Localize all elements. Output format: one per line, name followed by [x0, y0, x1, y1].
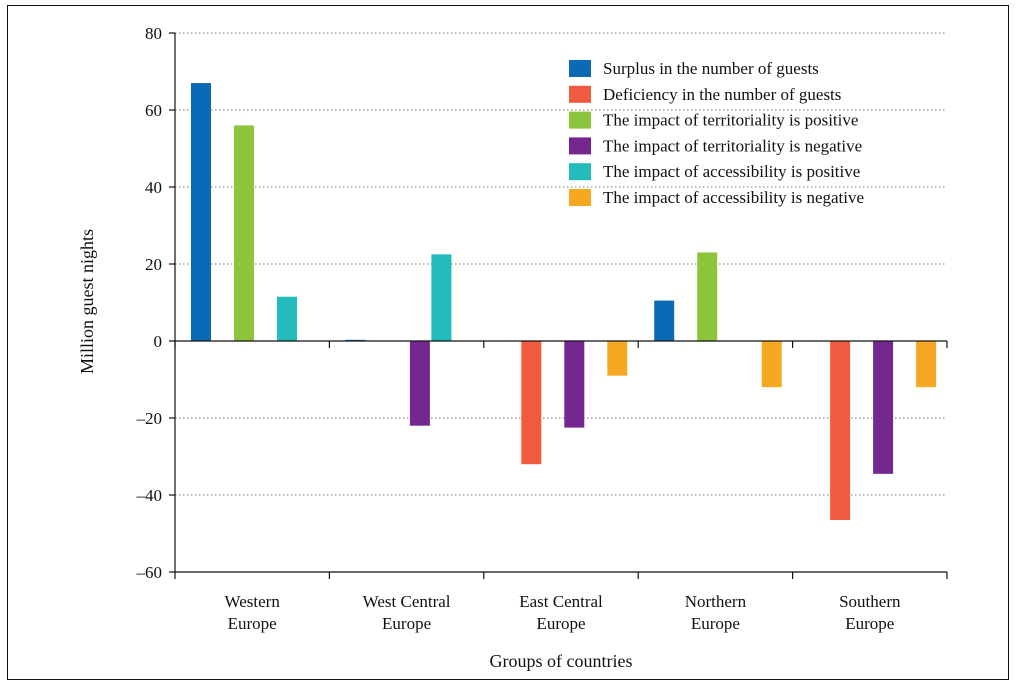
bar: [191, 83, 211, 342]
category-label-line: Southern: [839, 592, 901, 611]
category-label-line: Europe: [536, 614, 585, 633]
x-axis-title: Groups of countries: [490, 651, 633, 671]
category-label: Western Europe: [225, 592, 281, 633]
bars: [191, 83, 937, 521]
bar: [607, 341, 628, 376]
category-label-line: Europe: [691, 614, 740, 633]
legend-swatch: [569, 111, 591, 129]
legend-label: The impact of accessibility is positive: [603, 162, 860, 181]
bar: [697, 252, 718, 341]
grid-lines: [175, 32, 947, 496]
y-ticks: 80 60 40 20 0 –20 –40 –60: [136, 24, 175, 582]
legend-label: Deficiency in the number of guests: [603, 85, 841, 104]
bar: [761, 341, 782, 388]
category-label-line: Europe: [382, 614, 431, 633]
legend-label: Surplus in the number of guests: [603, 59, 819, 78]
category-label: West Central Europe: [363, 592, 451, 633]
y-tick-label: –40: [136, 486, 163, 505]
y-tick-label: 0: [154, 332, 163, 351]
category-label: East Central Europe: [519, 592, 603, 633]
category-label: Northern Europe: [685, 592, 747, 633]
legend-swatch: [569, 137, 591, 155]
category-label: Southern Europe: [839, 592, 901, 633]
bar: [431, 254, 452, 341]
bar: [830, 341, 851, 521]
category-label-line: Western: [225, 592, 281, 611]
legend-label: The impact of accessibility is negative: [603, 188, 864, 207]
legend-swatch: [569, 60, 591, 77]
bar: [277, 296, 297, 341]
y-tick-label: 20: [145, 255, 162, 274]
category-label-line: West Central: [363, 592, 451, 611]
y-tick-label: 80: [145, 24, 162, 43]
legend-label: The impact of territoriality is negative: [603, 136, 862, 155]
category-label-line: Europe: [228, 614, 277, 633]
x-ticks: [174, 341, 948, 579]
legend: Surplus in the number of guests Deficienc…: [569, 59, 864, 207]
y-tick-label: –20: [136, 409, 163, 428]
bar: [409, 341, 430, 426]
bar: [654, 300, 675, 341]
legend-label: The impact of territoriality is positive: [603, 111, 858, 130]
category-label-line: East Central: [519, 592, 603, 611]
y-tick-label: 40: [145, 178, 162, 197]
legend-swatch: [569, 85, 591, 103]
bar: [873, 341, 894, 474]
y-axis-title: Million guest nights: [77, 229, 97, 374]
legend-swatch: [569, 189, 591, 206]
bar: [521, 341, 542, 465]
bar: [564, 341, 585, 428]
y-tick-label: 60: [145, 101, 162, 120]
legend-swatch: [569, 163, 591, 181]
category-label-line: Northern: [685, 592, 747, 611]
bar: [916, 341, 937, 388]
y-tick-label: –60: [136, 563, 163, 582]
category-label-line: Europe: [845, 614, 894, 633]
bar: [234, 125, 254, 342]
axes: [174, 33, 947, 573]
